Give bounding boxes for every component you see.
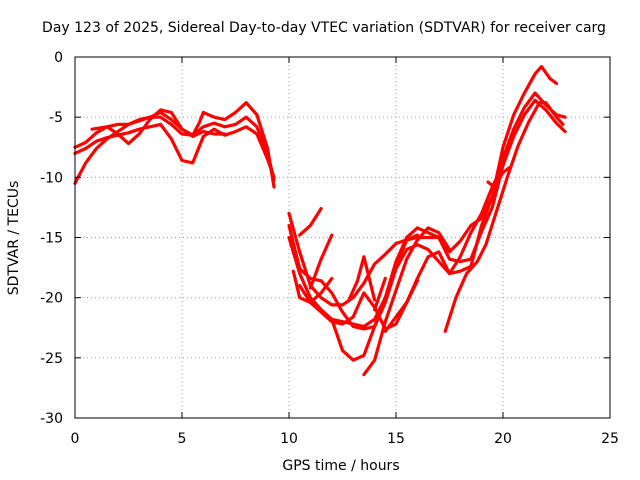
series-line-arc-17 xyxy=(443,101,565,333)
y-axis-label: SDTVAR / TECUs xyxy=(6,181,22,296)
x-tick-label: 0 xyxy=(71,431,80,447)
data-series xyxy=(73,64,567,377)
series-line-arc-12 xyxy=(330,233,419,362)
chart-title: Day 123 of 2025, Sidereal Day-to-day VTE… xyxy=(42,20,606,36)
x-tick-label: 10 xyxy=(280,431,298,447)
series-line-arc-9 xyxy=(308,233,334,290)
x-tick-label: 25 xyxy=(601,431,619,447)
series-line-arc-18 xyxy=(486,166,511,189)
series-line-arc-7 xyxy=(287,91,567,331)
y-tick-label: -15 xyxy=(40,231,63,247)
y-tick-label: -30 xyxy=(40,411,63,427)
x-axis-label: GPS time / hours xyxy=(282,458,399,474)
series-line-arc-10 xyxy=(298,207,323,237)
series-line-arc-15 xyxy=(383,279,419,333)
series-line-arc-6 xyxy=(287,98,567,329)
x-tick-label: 20 xyxy=(494,431,512,447)
y-tick-label: 0 xyxy=(54,50,63,66)
axis-ticks: 0 5 10 15 20 25 0 -5 -10 -15 -20 -25 -30 xyxy=(40,50,619,447)
series-line-arc-14 xyxy=(347,255,377,302)
x-tick-label: 15 xyxy=(387,431,405,447)
x-tick-label: 5 xyxy=(178,431,187,447)
gridlines xyxy=(75,57,610,418)
series-line-arc-4 xyxy=(90,108,227,146)
series-line-arc-3 xyxy=(73,122,276,179)
y-tick-label: -10 xyxy=(40,170,63,186)
y-tick-label: -5 xyxy=(49,110,63,126)
y-tick-label: -20 xyxy=(40,291,63,307)
series-line-arc-13 xyxy=(362,226,452,377)
y-tick-label: -25 xyxy=(40,351,63,367)
series-line-arc-5 xyxy=(287,64,559,307)
series-line-arc-16 xyxy=(373,276,387,312)
